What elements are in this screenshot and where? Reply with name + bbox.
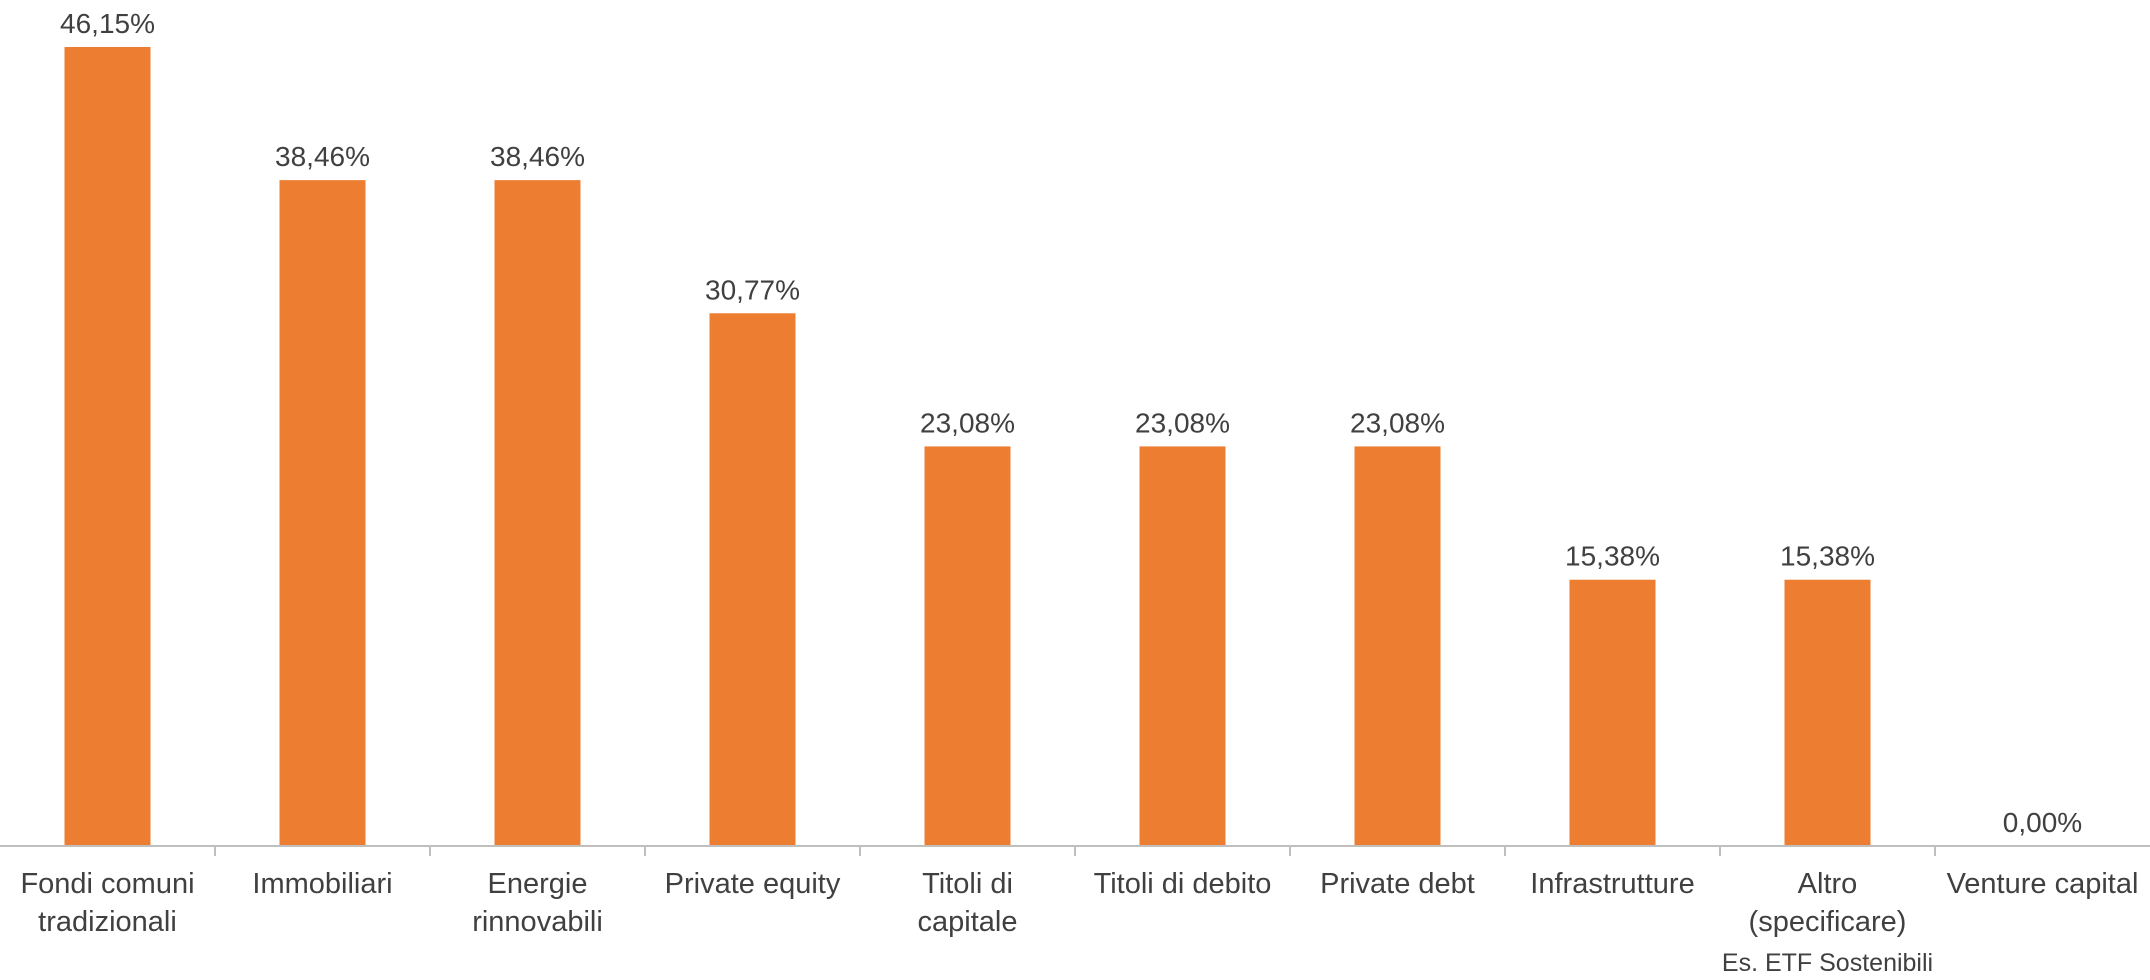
category-label-line: (specificare) xyxy=(1749,906,1907,938)
value-labels-layer: 46,15% 38,46% 38,46% 30,77% 23,08% 23,08% 23,0… xyxy=(60,8,2082,838)
bar xyxy=(1569,579,1656,846)
bar xyxy=(1139,446,1226,846)
category-label: Infrastrutture xyxy=(1530,868,1694,900)
category-label: Fondi comuni tradizionali xyxy=(20,868,194,938)
category-annotation: Es. ETF Sostenibili xyxy=(1722,949,1933,975)
category-label: Private equity xyxy=(665,868,841,900)
bar xyxy=(279,180,366,846)
category-label-line: rinnovabili xyxy=(472,906,603,938)
category-label: Energie rinnovabili xyxy=(472,868,603,938)
category-label: Immobiliari xyxy=(252,868,392,900)
bar xyxy=(1354,446,1441,846)
bar-value-label: 15,38% xyxy=(1780,541,1875,572)
bar xyxy=(64,47,151,846)
bar-value-label: 23,08% xyxy=(1135,407,1230,438)
bar-value-label: 23,08% xyxy=(1350,407,1445,438)
bar-value-label: 46,15% xyxy=(60,8,155,39)
category-label-line: Energie xyxy=(488,868,588,900)
category-label: Titoli di debito xyxy=(1094,868,1272,900)
category-label-line: Fondi comuni xyxy=(20,868,194,900)
bar-value-label: 23,08% xyxy=(920,407,1015,438)
category-label-line: Titoli di debito xyxy=(1094,868,1272,900)
bar-value-label: 0,00% xyxy=(2003,807,2082,838)
category-label-line: capitale xyxy=(918,906,1018,938)
bars-layer xyxy=(64,47,1871,846)
bar-value-label: 38,46% xyxy=(275,141,370,172)
category-label-line: Infrastrutture xyxy=(1530,868,1694,900)
category-label-line: Altro xyxy=(1798,868,1858,900)
bar xyxy=(494,180,581,846)
bar-value-label: 38,46% xyxy=(490,141,585,172)
category-label-line: Private equity xyxy=(665,868,841,900)
category-label: Altro (specificare) xyxy=(1749,868,1907,938)
category-label-line: Immobiliari xyxy=(252,868,392,900)
bar-value-label: 15,38% xyxy=(1565,541,1660,572)
bar xyxy=(709,313,796,846)
category-labels-layer: Fondi comuni tradizionali Immobiliari Energ… xyxy=(20,868,2138,938)
category-label: Private debt xyxy=(1320,868,1475,900)
annotation-layer: Es. ETF Sostenibili xyxy=(1722,949,1933,977)
bar xyxy=(924,446,1011,846)
x-axis xyxy=(0,845,2150,856)
category-label: Venture capital xyxy=(1947,868,2139,900)
category-label-line: Titoli di xyxy=(922,868,1013,900)
category-label: Titoli di capitale xyxy=(918,868,1018,938)
bar-value-label: 30,77% xyxy=(705,274,800,305)
category-label-line: tradizionali xyxy=(38,906,177,938)
category-label-line: Venture capital xyxy=(1947,868,2139,900)
category-label-line: Private debt xyxy=(1320,868,1475,900)
bar xyxy=(1784,579,1871,846)
